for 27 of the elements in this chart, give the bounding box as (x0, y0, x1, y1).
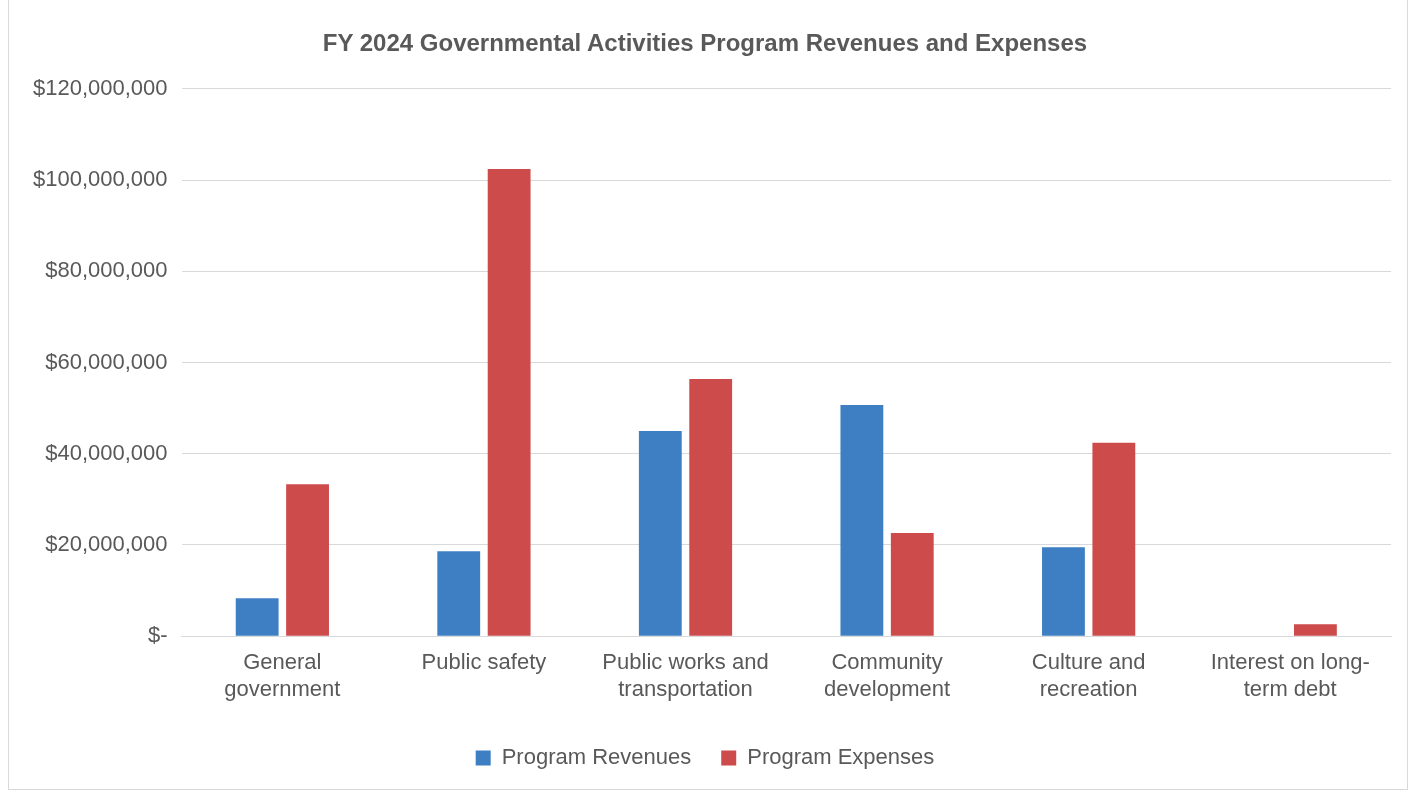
legend-label: Program Revenues (501, 744, 692, 770)
y-tick-label: $20,000,000 (45, 531, 168, 557)
x-tick-label: Public works and transportation (602, 649, 769, 701)
bar (890, 533, 934, 636)
chart-title: FY 2024 Governmental Activities Program Revenues and Expenses (322, 29, 1088, 57)
x-tick-label: Public safety (421, 649, 547, 675)
bar (840, 404, 884, 636)
bar (487, 169, 531, 636)
bar (1293, 624, 1337, 636)
x-tick-label: Culture and recreation (1031, 649, 1146, 701)
x-tick-label: General government (224, 649, 341, 701)
bar (235, 598, 279, 636)
y-tick-label: $100,000,000 (33, 166, 168, 192)
y-tick-label: $40,000,000 (45, 439, 168, 465)
bar (1092, 442, 1136, 636)
y-tick-label: $120,000,000 (33, 74, 168, 100)
y-tick-label: $80,000,000 (45, 257, 168, 283)
bar (286, 484, 329, 636)
y-tick-label: $60,000,000 (45, 348, 168, 374)
bar (437, 551, 481, 636)
y-tick-label: $- (148, 622, 168, 648)
bar (1042, 547, 1085, 636)
bar (689, 378, 733, 636)
bar (638, 430, 682, 636)
legend-label: Program Expenses (747, 744, 935, 770)
x-tick-label: Community development (824, 649, 951, 701)
x-tick-label: Interest on long-term debt (1210, 649, 1370, 701)
